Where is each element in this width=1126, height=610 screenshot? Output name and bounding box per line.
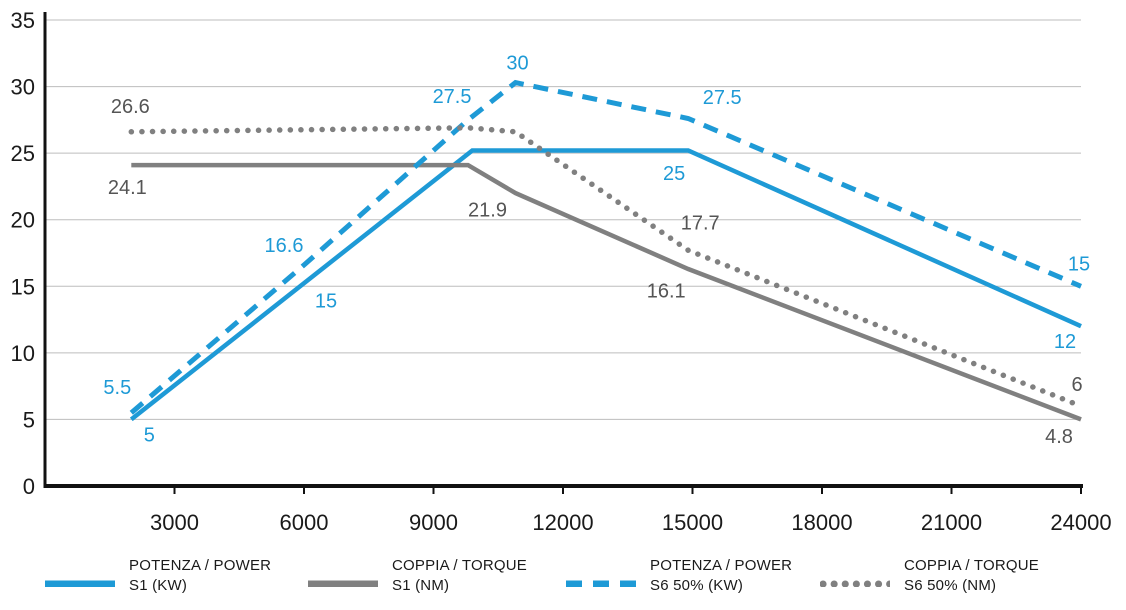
data-label-torque_s1-1: 21.9	[468, 199, 507, 221]
x-tick-label-15000: 15000	[662, 510, 723, 535]
legend-swatch-torque-s1	[308, 580, 378, 587]
y-tick-label-25: 25	[11, 141, 35, 166]
series-line-torque_s6	[128, 125, 1084, 409]
x-tick-label-3000: 3000	[150, 510, 199, 535]
series-line-power_s6	[129, 79, 1082, 415]
line-chart: 0 5 10 15 20 25 30 35 3000 6000 9000 12000 15000 1800…	[11, 8, 1112, 535]
y-tick-label-35: 35	[11, 8, 35, 33]
axes	[43, 12, 1083, 494]
legend-swatch-power-s6	[566, 580, 636, 587]
data-label-power_s6-4: 27.5	[703, 87, 742, 109]
x-tick-label-21000: 21000	[921, 510, 982, 535]
legend-label-line2: S6 50% (NM)	[904, 577, 997, 594]
data-label-torque_s6-1: 17.7	[681, 212, 720, 234]
data-label-power_s6-2: 27.5	[433, 86, 472, 108]
data-label-power_s6-3: 30	[506, 53, 528, 75]
legend-label-torque-s6: COPPIA / TORQUE S6 50% (NM)	[904, 556, 1039, 596]
data-label-power_s1-1: 15	[315, 290, 337, 312]
legend-label-line2: S1 (NM)	[392, 577, 450, 594]
legend-swatch-torque-s6	[820, 580, 890, 587]
y-tick-label-30: 30	[11, 75, 35, 100]
legend-label-line1: POTENZA / POWER	[650, 557, 793, 574]
y-tick-label-0: 0	[23, 474, 35, 499]
legend-label-line2: S6 50% (KW)	[650, 577, 744, 594]
series-line-torque_s1	[131, 162, 1082, 422]
y-tick-label-10: 10	[11, 341, 35, 366]
data-label-power_s6-5: 15	[1068, 253, 1090, 275]
x-tick-label-6000: 6000	[280, 510, 329, 535]
x-tick-label-12000: 12000	[532, 510, 593, 535]
data-label-torque_s1-2: 16.1	[647, 281, 686, 303]
legend-label-power-s1: POTENZA / POWER S1 (KW)	[129, 556, 271, 596]
data-label-torque_s1-0: 24.1	[108, 177, 147, 199]
series-lines	[128, 79, 1084, 422]
y-tick-label-5: 5	[23, 407, 35, 432]
legend-label-line1: COPPIA / TORQUE	[392, 557, 527, 574]
legend-item-power-s1: POTENZA / POWER S1 (KW)	[45, 556, 271, 596]
legend-item-torque-s1: COPPIA / TORQUE S1 (NM)	[308, 556, 527, 596]
x-tick-label-18000: 18000	[791, 510, 852, 535]
y-tick-label-15: 15	[11, 274, 35, 299]
legend-label-power-s6: POTENZA / POWER S6 50% (KW)	[650, 556, 792, 596]
data-label-power_s1-3: 12	[1054, 331, 1076, 353]
legend-label-torque-s1: COPPIA / TORQUE S1 (NM)	[392, 556, 527, 596]
legend-label-line1: COPPIA / TORQUE	[904, 557, 1039, 574]
legend-label-line1: POTENZA / POWER	[129, 557, 272, 574]
legend-label-line2: S1 (KW)	[129, 577, 188, 594]
data-label-power_s6-0: 5.5	[103, 377, 131, 399]
data-label-torque_s6-0: 26.6	[111, 96, 150, 118]
x-tick-label-24000: 24000	[1050, 510, 1111, 535]
y-tick-label-20: 20	[11, 208, 35, 233]
data-labels: 5 15 25 12 24.1 21.9 16.1 4.8 5.5 16.6 27.5 30 27.5 1…	[103, 53, 1090, 449]
data-label-power_s6-1: 16.6	[265, 235, 304, 257]
legend-item-power-s6: POTENZA / POWER S6 50% (KW)	[566, 556, 792, 596]
series-line-power_s1	[129, 148, 1082, 422]
legend-item-torque-s6: COPPIA / TORQUE S6 50% (NM)	[820, 556, 1039, 596]
x-tick-label-9000: 9000	[409, 510, 458, 535]
axis-ticks: 0 5 10 15 20 25 30 35 3000 6000 9000 12000 15000 1800…	[11, 8, 1112, 535]
legend-swatch-power-s1	[45, 580, 115, 587]
data-label-torque_s6-2: 6	[1071, 374, 1082, 396]
data-label-power_s1-2: 25	[663, 163, 685, 185]
data-label-torque_s1-3: 4.8	[1045, 426, 1073, 448]
data-label-power_s1-0: 5	[144, 424, 155, 446]
